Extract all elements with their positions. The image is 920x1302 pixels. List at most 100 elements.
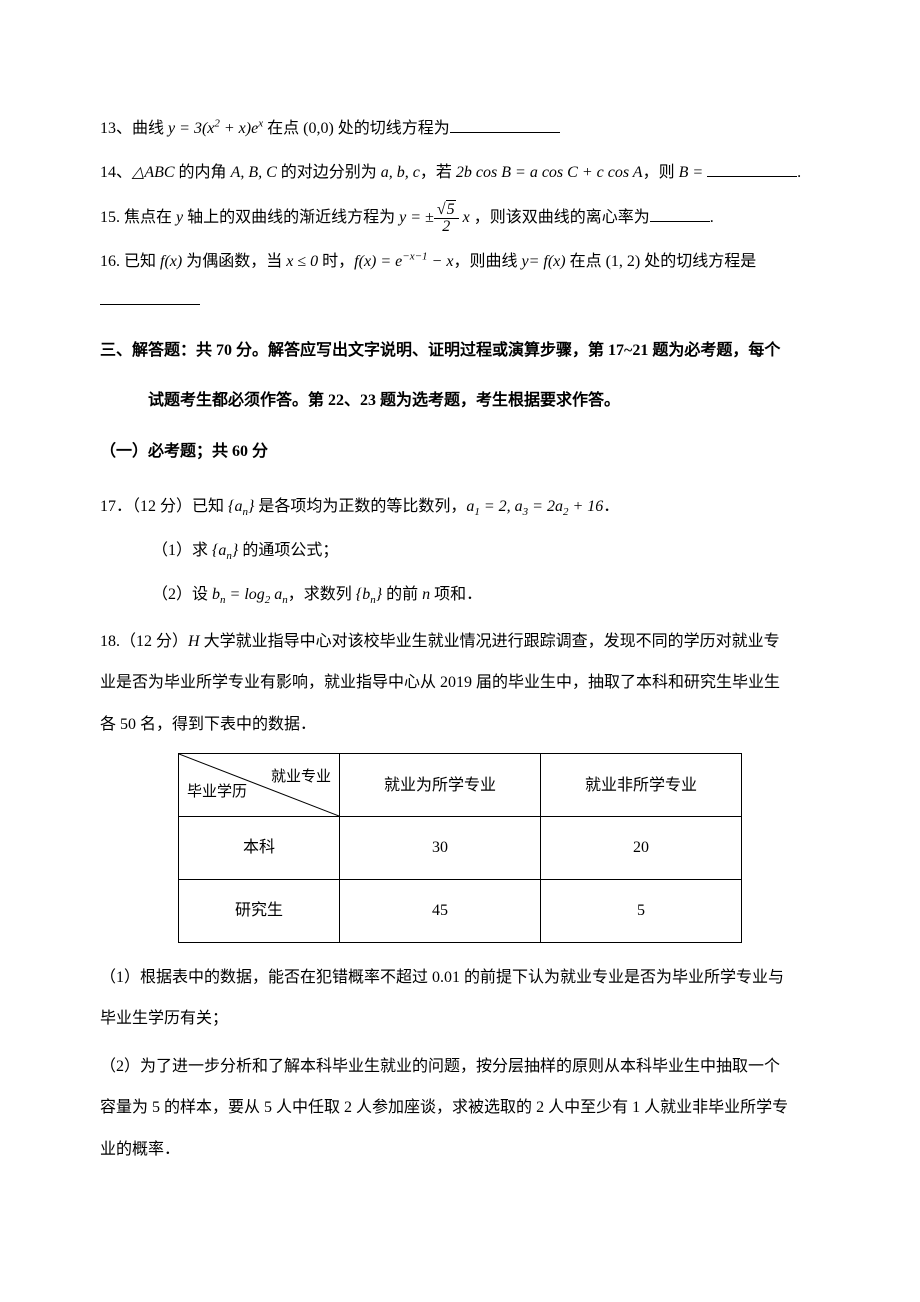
q14-text-a: 的内角 [175, 164, 231, 181]
q15-frac-den: 2 [434, 219, 459, 235]
section-3-sub: （一）必考题；共 60 分 [100, 433, 820, 471]
question-15: 15. 焦点在 y 轴上的双曲线的渐近线方程为 y = ±52 x ，则该双曲线… [100, 199, 820, 237]
q16-text-d: ，则曲线 [453, 253, 521, 270]
q18-text-a: 大学就业指导中心对该校毕业生就业情况进行跟踪调查，发现不同的学历对就业专 [200, 633, 780, 650]
q18-sub2-d: 人中任取 [272, 1099, 344, 1116]
q14-angles: A, B, C [231, 164, 277, 181]
question-16: 16. 已知 f(x) 为偶函数，当 x ≤ 0 时，f(x) = e−x−1 … [100, 243, 820, 281]
q18-five-2: 5 [264, 1099, 272, 1116]
q15-blank [650, 205, 710, 222]
q18-sub2-b: 容量为 [100, 1099, 152, 1116]
q18-text-c: 各 [100, 716, 120, 733]
exam-page: 13、曲线 y = 3(x2 + x)ex 在点 (0,0) 处的切线方程为 1… [0, 0, 920, 1302]
q15-num: 15. [100, 209, 124, 226]
q18-points: （12 分） [120, 633, 188, 650]
q17-seq: {an} [228, 498, 254, 515]
q16-blank [100, 288, 200, 305]
q18-text-d: 名，得到下表中的数据． [136, 716, 316, 733]
section-3-heading-line2: 试题考生都必须作答。第 22、23 题为选考题，考生根据要求作答。 [100, 384, 820, 418]
table-row: 就业专业 毕业学历 就业为所学专业 就业非所学专业 [179, 754, 742, 817]
q15-text-a: 焦点在 [124, 209, 176, 226]
q18-sub2-g: 人就业非毕业所学专 [640, 1099, 788, 1116]
q18-sub2-e: 人参加座谈，求被选取的 [352, 1099, 536, 1116]
q18-sub2-f: 人中至少有 [544, 1099, 632, 1116]
q13-text-c: 处的切线方程为 [334, 120, 450, 137]
q18-sub2-line1: （2）为了进一步分析和了解本科毕业生就业的问题，按分层抽样的原则从本科毕业生中抽… [100, 1046, 820, 1088]
q15-eq-suffix: x [459, 209, 470, 226]
q15-text-c: ，则该双曲线的离心率为 [474, 209, 650, 226]
col-header-2: 就业非所学专业 [541, 754, 742, 817]
q17-text-b: 是各项均为正数的等比数列， [254, 498, 466, 515]
q18-sub2-line2: 容量为 5 的样本，要从 5 人中任取 2 人参加座谈，求被选取的 2 人中至少… [100, 1087, 820, 1129]
q15-eq-prefix: y = ± [399, 209, 434, 226]
q16-blank-line [100, 282, 820, 320]
q18-sub1-a: （1）根据表中的数据，能否在犯错概率不超过 [100, 969, 432, 986]
diag-top-label: 就业专业 [271, 758, 331, 797]
question-13: 13、曲线 y = 3(x2 + x)ex 在点 (0,0) 处的切线方程为 [100, 110, 820, 148]
q15-text-b: 轴上的双曲线的渐近线方程为 [183, 209, 399, 226]
q14-tri: △ABC [132, 164, 175, 181]
q17-cond: a1 = 2, a3 = 2a2 + 16 [466, 498, 603, 515]
q18-sub1-b: 的前提下认为就业专业是否为毕业所学专业与 [460, 969, 784, 986]
diag-bottom-label: 毕业学历 [187, 773, 247, 812]
q16-eq: f(x) = e−x−1 − x [354, 253, 453, 270]
diag-header-cell: 就业专业 毕业学历 [179, 754, 340, 817]
q16-text-c: 时， [318, 253, 354, 270]
q18-sub1-val: 0.01 [432, 969, 460, 986]
q18-sub2-line3: 业的概率． [100, 1129, 820, 1171]
q13-text-b: 在点 [263, 120, 303, 137]
q14-text-c: ，若 [420, 164, 456, 181]
q14-text-b: 的对边分别为 [277, 164, 381, 181]
row2-c1: 45 [340, 880, 541, 943]
row2-label: 研究生 [179, 880, 340, 943]
q18-sub1-line1: （1）根据表中的数据，能否在犯错概率不超过 0.01 的前提下认为就业专业是否为… [100, 957, 820, 999]
q16-text-e: 在点 (1, 2) 处的切线方程是 [566, 253, 757, 270]
q16-curve: y= f(x) [521, 253, 565, 270]
table-row: 研究生 45 5 [179, 880, 742, 943]
q17-p2b: ，求数列 {bn} 的前 [288, 586, 422, 603]
q17-part1: （1）求 {an} 的通项公式； [100, 532, 820, 570]
q17-part2: （2）设 bn = log2 an，求数列 {bn} 的前 n 项和． [100, 576, 820, 614]
col-header-1: 就业为所学专业 [340, 754, 541, 817]
q16-num: 16. [100, 253, 124, 270]
q16-cond: x ≤ 0 [286, 253, 318, 270]
question-17: 17．（12 分）已知 {an} 是各项均为正数的等比数列，a1 = 2, a3… [100, 488, 820, 526]
q17-p2-eq: bn = log2 an [212, 586, 288, 603]
q14-eq: 2b cos B = a cos C + c cos A [456, 164, 643, 181]
q17-num: 17． [100, 498, 132, 515]
row1-c2: 20 [541, 817, 742, 880]
q13-text-a: 曲线 [132, 120, 168, 137]
q17-p2-n: n [422, 586, 430, 603]
row1-c1: 30 [340, 817, 541, 880]
q15-eq: y = ±52 x [399, 209, 474, 226]
q14-text-d: ，则 [643, 164, 679, 181]
sqrt-icon: 5 [437, 202, 456, 218]
q18-fifty: 50 [120, 716, 136, 733]
q17-text-a: 已知 [192, 498, 228, 515]
q18-five-1: 5 [152, 1099, 160, 1116]
q17-p2c: 项和． [430, 586, 482, 603]
section-3-heading-line1: 三、解答题：共 70 分。解答应写出文字说明、证明过程或演算步骤，第 17~21… [100, 334, 820, 368]
q18-line1: 18.（12 分）H 大学就业指导中心对该校毕业生就业情况进行跟踪调查，发现不同… [100, 621, 820, 663]
q18-two-1: 2 [344, 1099, 352, 1116]
q18-H: H [188, 633, 200, 650]
q13-math: y = 3(x2 + x)ex [168, 120, 263, 137]
q13-num: 13、 [100, 120, 132, 137]
q18-sub1-line2: 毕业生学历有关； [100, 998, 820, 1040]
table-row: 本科 30 20 [179, 817, 742, 880]
q16-text-b: 为偶函数，当 [182, 253, 286, 270]
q15-frac: 52 [434, 202, 459, 235]
q18-table: 就业专业 毕业学历 就业为所学专业 就业非所学专业 本科 30 20 研究生 4… [178, 753, 742, 942]
q14-ans-label: B = [679, 164, 704, 181]
q14-num: 14、 [100, 164, 132, 181]
row1-label: 本科 [179, 817, 340, 880]
q18-two-2: 2 [536, 1099, 544, 1116]
q16-fx: f(x) [160, 253, 182, 270]
q16-text-a: 已知 [124, 253, 160, 270]
q14-sides: a, b, c [381, 164, 420, 181]
q17-points: （12 分） [132, 498, 192, 515]
q15-frac-num: 5 [446, 200, 456, 218]
q13-blank [450, 116, 560, 133]
q18-line3: 各 50 名，得到下表中的数据． [100, 704, 820, 746]
q17-p2a: （2）设 [152, 586, 212, 603]
